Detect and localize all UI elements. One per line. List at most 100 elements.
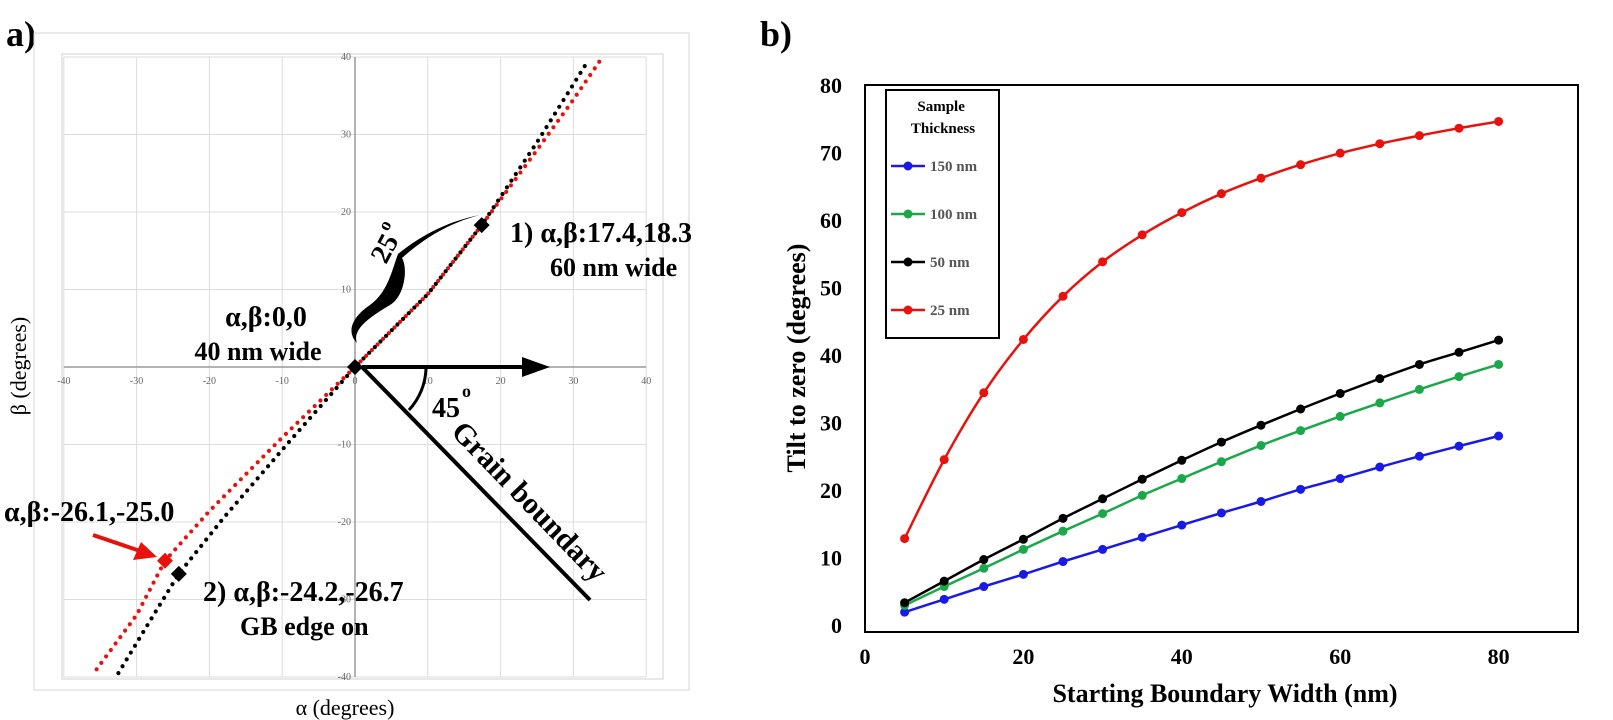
origin-label-line2: 40 nm wide: [194, 337, 321, 366]
panel-b-data-point: [1256, 440, 1266, 450]
panel-b-series-3: [900, 116, 1504, 544]
panel-label-b: b): [760, 14, 792, 54]
panel-a-x-tick-label: -10: [276, 376, 289, 387]
panel-b-data-point: [979, 388, 989, 398]
panel-b-data-point: [1216, 508, 1226, 518]
panel-b-data-point: [1375, 462, 1385, 472]
panel-b-data-point: [939, 594, 949, 604]
origin-label-line1: α,β:0,0: [225, 302, 307, 333]
panel-a-x-tick-label: 10: [423, 376, 433, 387]
panel-b-data-point: [1494, 335, 1504, 345]
point1-label-line1: 1) α,β:17.4,18.3: [510, 218, 692, 249]
grain-boundary-label: Grain boundary: [445, 415, 614, 588]
legend-label: 50 nm: [930, 255, 970, 271]
panel-b-data-point: [1296, 484, 1306, 494]
grain-boundary-line: [360, 365, 592, 602]
panel-a-marker-3: [170, 565, 187, 582]
panel-b-y-tick-label: 10: [820, 546, 842, 571]
panel-b-data-point: [1375, 398, 1385, 408]
legend-label: 100 nm: [930, 207, 978, 223]
panel-a-y-tick-label: -40: [338, 672, 351, 683]
panel-b-data-point: [1335, 388, 1345, 398]
panel-a-y-tick-label: 10: [341, 285, 351, 296]
panel-b-data-point: [1216, 457, 1226, 467]
panel-a-x-tick-label: 20: [496, 376, 506, 387]
panel-a-series-1: [116, 58, 591, 676]
panel-b-data-point: [1216, 437, 1226, 447]
panel-b-data-point: [1375, 139, 1385, 149]
panel-b-plot-frame: [864, 84, 1579, 633]
panel-b-data-point: [1256, 420, 1266, 430]
panel-b-data-point: [900, 598, 910, 608]
panel-a-marker-2: [156, 552, 173, 569]
panel-b-data-point: [1256, 496, 1266, 506]
angle-45-degree: o: [462, 381, 471, 401]
panel-b-data-point: [1414, 451, 1424, 461]
panel-b-data-point: [1177, 520, 1187, 530]
red-point-arrow-head: [133, 542, 157, 560]
alpha-axis-arrow-head: [522, 357, 550, 377]
panel-a-x-tick-label: -20: [203, 376, 216, 387]
panel-a-marker-1: [473, 217, 490, 234]
panel-b-data-point: [1296, 426, 1306, 436]
panel-a-x-axis-label: α (degrees): [296, 695, 395, 720]
panel-b-x-tick-label: 40: [1171, 644, 1193, 669]
panel-b-data-point: [1335, 411, 1345, 421]
panel-a-x-tick-label: 0: [353, 376, 358, 387]
angle-45-arc: [407, 366, 428, 412]
legend-title: Sample Thickness: [911, 99, 975, 137]
panel-b-data-point: [1098, 257, 1108, 267]
panel-a-y-tick-label: 20: [341, 207, 351, 218]
panel-a-y-tick-label: 30: [341, 130, 351, 141]
point1-label-line2: 60 nm wide: [550, 253, 677, 282]
panel-b-y-tick-label: 70: [820, 141, 842, 166]
panel-a-chart: -40 -30 -20 -10 0 10 20 30 40 -40 -30 -20 -10 10 20 30…: [4, 32, 692, 720]
legend-swatch-marker: [903, 209, 913, 219]
panel-b-data-point: [1296, 404, 1306, 414]
panel-b-data-point: [1335, 474, 1345, 484]
panel-b-data-point: [1137, 490, 1147, 500]
legend-item: 150 nm: [891, 159, 978, 175]
panel-a-y-tick-label: -10: [338, 440, 351, 451]
panel-label-a: a): [6, 14, 36, 54]
panel-b-data-point: [1494, 116, 1504, 126]
panel-b-data-point: [1058, 291, 1068, 301]
panel-b-data-point: [1375, 374, 1385, 384]
panel-b-data-point: [939, 455, 949, 465]
panel-b-data-point: [1414, 359, 1424, 369]
panel-b-series-2: [900, 335, 1504, 608]
panel-b-y-tick-label: 60: [820, 208, 842, 233]
legend-label: 25 nm: [930, 303, 970, 319]
panel-a-marker-0: [347, 359, 363, 375]
panel-b-data-point: [900, 607, 910, 617]
red-point-label: α,β:-26.1,-25.0: [4, 497, 174, 528]
panel-b-data-point: [1177, 208, 1187, 218]
panel-b-data-point: [1018, 534, 1028, 544]
panel-b-data-point: [1018, 544, 1028, 554]
panel-b-data-point: [1414, 131, 1424, 141]
panel-a-x-tick-label: -40: [57, 376, 70, 387]
panel-a-x-tick-label: 30: [568, 376, 578, 387]
panel-b-x-tick-label: 80: [1488, 644, 1510, 669]
panel-b-data-point: [1018, 334, 1028, 344]
panel-a-y-axis-label: β (degrees): [6, 317, 31, 416]
panel-b-series-line: [904, 434, 1499, 614]
panel-b-data-point: [1414, 384, 1424, 394]
panel-b-x-tick-label: 20: [1012, 644, 1034, 669]
panel-b-data-point: [1177, 474, 1187, 484]
panel-b-y-tick-label: 50: [820, 276, 842, 301]
panel-b-series-line: [904, 363, 1499, 607]
panel-b-y-tick-label: 20: [820, 478, 842, 503]
panel-b-data-point: [1335, 148, 1345, 158]
legend-swatch-marker: [903, 305, 913, 315]
panel-b-chart: 0 10 20 30 40 50 60 70 80 0 20 40 60 80 Starting Bou…: [782, 73, 1579, 708]
panel-a-y-tick-label: -20: [338, 517, 351, 528]
panel-b-data-point: [1454, 347, 1464, 357]
legend-swatch-marker: [903, 161, 913, 171]
panel-b-x-axis-label: Starting Boundary Width (nm): [1052, 679, 1397, 708]
panel-b-data-point: [1296, 160, 1306, 170]
panel-b-x-tick-label: 0: [860, 644, 871, 669]
panel-b-data-point: [1137, 474, 1147, 484]
panel-a-x-tick-label: 40: [641, 376, 651, 387]
